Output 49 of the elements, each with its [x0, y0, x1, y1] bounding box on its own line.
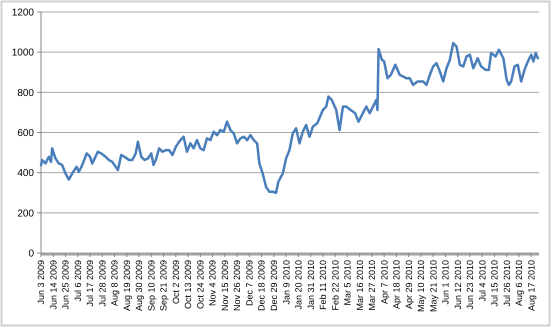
y-tick-label: 200 [17, 208, 34, 220]
x-tick-label: Jul 28 2009 [97, 260, 108, 307]
x-tick-label: Mar 16 2010 [354, 260, 365, 311]
x-tick-label: Apr 7 2010 [379, 260, 390, 304]
x-tick-label: Jun 23 2010 [465, 260, 476, 310]
x-tick-label: Oct 24 2009 [195, 260, 206, 310]
x-tick-label: Apr 18 2010 [392, 260, 402, 310]
x-tick-label: Nov 4 2009 [208, 260, 218, 306]
x-tick-label: Aug 6 2010 [514, 260, 524, 306]
x-tick-label: Jan 9 2010 [281, 260, 292, 305]
x-tick-label: Nov 15 2009 [220, 260, 230, 312]
x-tick-label: Aug 19 2009 [122, 260, 132, 312]
x-tick-label: Dec 7 2009 [244, 260, 254, 306]
x-tick-label: Sep 21 2009 [158, 260, 169, 312]
x-tick-label: Jul 15 2010 [490, 260, 500, 307]
line-series [40, 42, 540, 194]
y-tick-label: 600 [17, 128, 34, 139]
y-tick-label: 1200 [12, 8, 34, 18]
y-tick-label: 400 [17, 168, 34, 180]
x-tick-label: May 10 2010 [416, 260, 426, 312]
x-tick-label: Jun 12 2010 [452, 260, 463, 310]
x-tick-label: Dec 18 2009 [256, 260, 267, 312]
x-tick-label: Aug 8 2009 [110, 260, 120, 306]
x-tick-label: Feb 11 2010 [318, 260, 328, 310]
x-tick-label: Sep 10 2009 [146, 260, 156, 312]
x-tick-label: Dec 29 2009 [268, 260, 279, 312]
x-tick-label: Oct 13 2009 [183, 260, 194, 310]
x-tick-label: Nov 26 2009 [232, 260, 242, 312]
x-tick-label: Jun 3 2009 [36, 260, 46, 305]
y-tick-label: 1000 [12, 48, 34, 59]
x-tick-label: Jun 1 2010 [440, 260, 451, 305]
x-tick-label: Jul 26 2010 [502, 260, 512, 307]
x-tick-label: Jan 31 2010 [306, 260, 316, 310]
y-tick-label: 0 [28, 248, 34, 260]
x-tick-label: Mar 27 2010 [367, 260, 378, 311]
x-tick-label: Jul 6 2009 [72, 260, 83, 302]
x-tick-label: Jul 4 2010 [477, 260, 488, 302]
x-tick-label: Oct 2 2009 [170, 260, 181, 304]
x-tick-label: Jun 14 2009 [48, 260, 58, 310]
x-tick-label: Aug 17 2010 [526, 260, 536, 312]
x-tick-label: Mar 5 2010 [342, 260, 353, 306]
y-tick-label: 800 [17, 88, 34, 99]
x-tick-label: Apr 29 2010 [404, 260, 414, 310]
x-tick-label: Jun 25 2009 [60, 260, 71, 310]
x-tick-label: Aug 30 2009 [134, 260, 144, 312]
x-tick-label: May 21 2010 [428, 260, 438, 312]
x-tick-label: Jan 20 2010 [294, 260, 304, 310]
x-tick-label: Feb 22 2010 [330, 260, 340, 311]
x-tick-label: Jul 17 2009 [85, 260, 96, 307]
